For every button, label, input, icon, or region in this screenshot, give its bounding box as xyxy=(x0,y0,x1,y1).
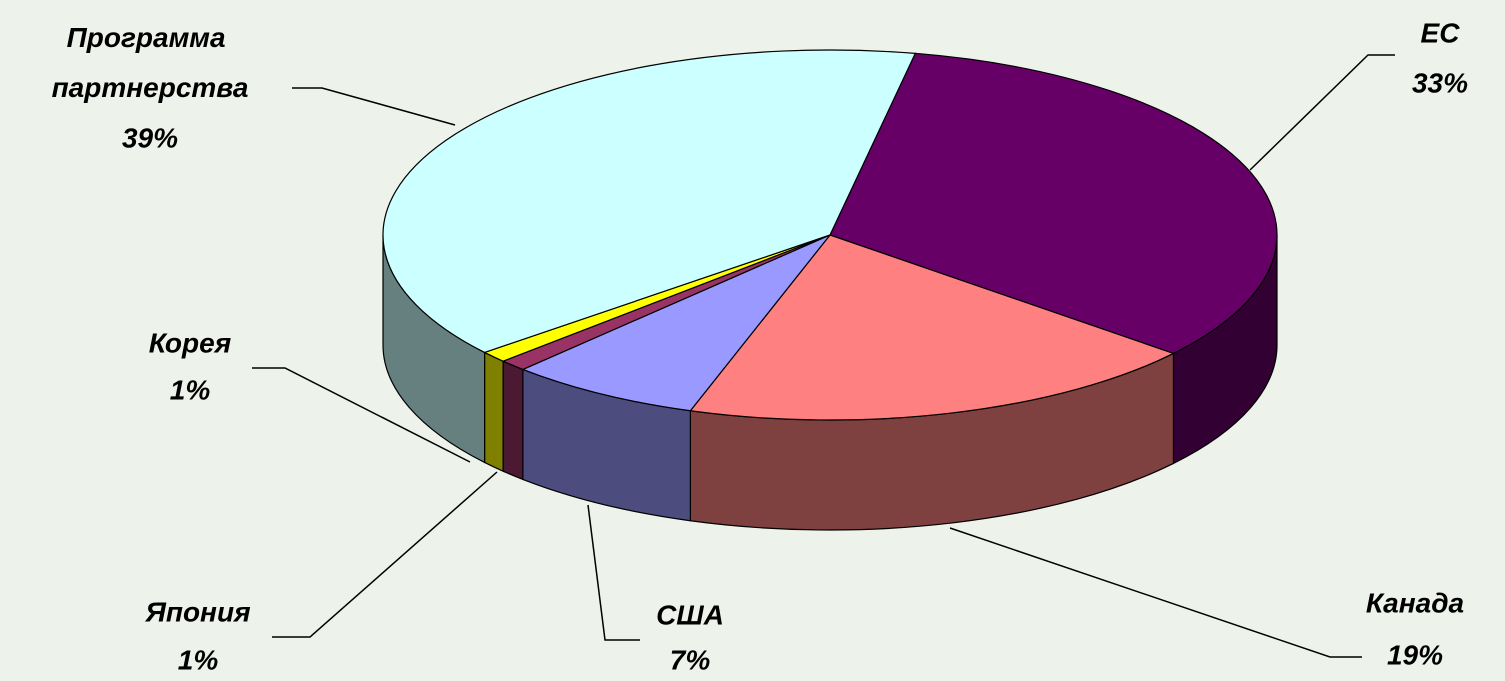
slice-label: Программа партнерства xyxy=(52,22,249,103)
value-label: 1% xyxy=(178,644,219,675)
leader-line xyxy=(252,367,471,463)
leader-line xyxy=(292,87,456,126)
leader-line xyxy=(1249,54,1395,171)
value-label: 1% xyxy=(170,374,211,405)
slice-label: Япония xyxy=(144,596,250,627)
value-label: 33% xyxy=(1412,67,1468,98)
slice-side xyxy=(483,351,504,473)
slice xyxy=(382,49,917,464)
leader-line xyxy=(949,527,1362,658)
slice-top xyxy=(382,49,917,354)
slice xyxy=(483,234,831,473)
slice-label: ЕС xyxy=(1421,17,1461,48)
value-label: 7% xyxy=(670,644,711,675)
slice xyxy=(689,234,1175,531)
slice-top xyxy=(829,52,1278,355)
slice-label: США xyxy=(656,599,724,630)
value-label: 39% xyxy=(122,122,178,153)
slice-top xyxy=(521,234,831,412)
leader-line xyxy=(587,504,640,641)
slice-side xyxy=(502,360,524,481)
slice-label: Корея xyxy=(149,327,231,358)
slice-top xyxy=(689,234,1175,421)
slice-label: Канада xyxy=(1366,587,1464,618)
slice xyxy=(521,234,831,522)
value-label: 19% xyxy=(1387,639,1443,670)
leader-line xyxy=(272,471,498,638)
